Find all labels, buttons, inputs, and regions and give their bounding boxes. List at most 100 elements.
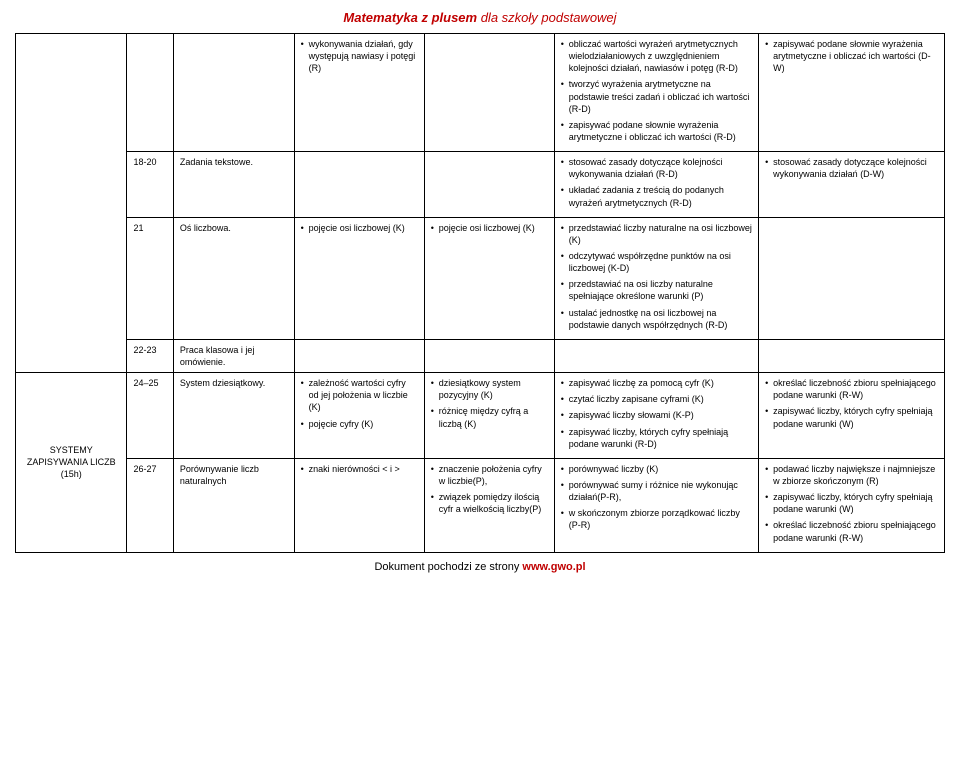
col-a-cell: znaki nierówności < i > (294, 458, 424, 552)
col-b-cell: pojęcie osi liczbowej (K) (424, 217, 554, 339)
lesson-number: 26-27 (127, 458, 173, 552)
item-list: zapisywać liczbę za pomocą cyfr (K) czyta… (561, 377, 752, 450)
lesson-number: 24–25 (127, 373, 173, 459)
section-cell (16, 34, 127, 373)
col-d-cell: zapisywać podane słownie wyrażenia arytm… (759, 34, 945, 152)
item-list: stosować zasady dotyczące kolejności wyk… (765, 156, 938, 180)
col-a-cell (294, 152, 424, 218)
table-row: 26-27Porównywanie liczb naturalnych znaki… (16, 458, 945, 552)
list-item: różnicę między cyfrą a liczbą (K) (431, 405, 548, 429)
table-row: SYSTEMY ZAPISYWANIA LICZB (15h)24–25Syst… (16, 373, 945, 459)
section-cell: SYSTEMY ZAPISYWANIA LICZB (15h) (16, 373, 127, 553)
list-item: określać liczebność zbioru spełniającego… (765, 519, 938, 543)
col-c-cell: stosować zasady dotyczące kolejności wyk… (554, 152, 758, 218)
list-item: wykonywania działań, gdy występują nawia… (301, 38, 418, 74)
list-item: pojęcie osi liczbowej (K) (301, 222, 418, 234)
topic-cell: Praca klasowa i jej omówienie. (173, 339, 294, 372)
col-c-cell: przedstawiać liczby naturalne na osi lic… (554, 217, 758, 339)
col-b-cell: dziesiątkowy system pozycyjny (K) różnicę… (424, 373, 554, 459)
list-item: dziesiątkowy system pozycyjny (K) (431, 377, 548, 401)
col-d-cell: określać liczebność zbioru spełniającego… (759, 373, 945, 459)
col-c-cell: zapisywać liczbę za pomocą cyfr (K) czyta… (554, 373, 758, 459)
list-item: zapisywać podane słownie wyrażenia arytm… (765, 38, 938, 74)
lesson-number: 22-23 (127, 339, 173, 372)
item-list: zależność wartości cyfry od jej położeni… (301, 377, 418, 430)
list-item: zapisywać liczbę za pomocą cyfr (K) (561, 377, 752, 389)
title-main: Matematyka z plusem (343, 10, 477, 25)
list-item: tworzyć wyrażenia arytmetyczne na podsta… (561, 78, 752, 114)
col-c-cell: obliczać wartości wyrażeń arytmetycznych… (554, 34, 758, 152)
item-list: porównywać liczby (K) porównywać sumy i r… (561, 463, 752, 532)
list-item: obliczać wartości wyrażeń arytmetycznych… (561, 38, 752, 74)
table-row: 18-20Zadania tekstowe. stosować zasady do… (16, 152, 945, 218)
item-list: wykonywania działań, gdy występują nawia… (301, 38, 418, 74)
col-a-cell: pojęcie osi liczbowej (K) (294, 217, 424, 339)
item-list: zapisywać podane słownie wyrażenia arytm… (765, 38, 938, 74)
list-item: stosować zasady dotyczące kolejności wyk… (561, 156, 752, 180)
list-item: porównywać sumy i różnice nie wykonując … (561, 479, 752, 503)
list-item: odczytywać współrzędne punktów na osi li… (561, 250, 752, 274)
item-list: stosować zasady dotyczące kolejności wyk… (561, 156, 752, 209)
topic-cell (173, 34, 294, 152)
list-item: pojęcie osi liczbowej (K) (431, 222, 548, 234)
list-item: ustalać jednostkę na osi liczbowej na po… (561, 307, 752, 331)
col-d-cell: podawać liczby największe i najmniejsze … (759, 458, 945, 552)
list-item: zapisywać podane słownie wyrażenia arytm… (561, 119, 752, 143)
item-list: znaki nierówności < i > (301, 463, 418, 475)
list-item: znaki nierówności < i > (301, 463, 418, 475)
topic-cell: Zadania tekstowe. (173, 152, 294, 218)
list-item: pojęcie cyfry (K) (301, 418, 418, 430)
list-item: układać zadania z treścią do podanych wy… (561, 184, 752, 208)
list-item: zapisywać liczby, których cyfry spełniaj… (561, 426, 752, 450)
list-item: czytać liczby zapisane cyframi (K) (561, 393, 752, 405)
col-a-cell: wykonywania działań, gdy występują nawia… (294, 34, 424, 152)
table-row: 22-23Praca klasowa i jej omówienie. (16, 339, 945, 372)
list-item: zapisywać liczby słowami (K-P) (561, 409, 752, 421)
col-a-cell (294, 339, 424, 372)
col-c-cell: porównywać liczby (K) porównywać sumy i r… (554, 458, 758, 552)
item-list: obliczać wartości wyrażeń arytmetycznych… (561, 38, 752, 143)
list-item: zapisywać liczby, których cyfry spełniaj… (765, 405, 938, 429)
col-a-cell: zależność wartości cyfry od jej położeni… (294, 373, 424, 459)
col-d-cell (759, 217, 945, 339)
lesson-number: 18-20 (127, 152, 173, 218)
table-row: 21Oś liczbowa. pojęcie osi liczbowej (K) p… (16, 217, 945, 339)
item-list: pojęcie osi liczbowej (K) (301, 222, 418, 234)
col-b-cell (424, 339, 554, 372)
list-item: podawać liczby największe i najmniejsze … (765, 463, 938, 487)
curriculum-table: wykonywania działań, gdy występują nawia… (15, 33, 945, 553)
topic-cell: System dziesiątkowy. (173, 373, 294, 459)
table-row: wykonywania działań, gdy występują nawia… (16, 34, 945, 152)
list-item: w skończonym zbiorze porządkować liczby … (561, 507, 752, 531)
list-item: zapisywać liczby, których cyfry spełniaj… (765, 491, 938, 515)
list-item: związek pomiędzy ilością cyfr a wielkośc… (431, 491, 548, 515)
footer-url: www.gwo.pl (522, 561, 585, 573)
page-header: Matematyka z plusem dla szkoły podstawow… (15, 10, 945, 25)
list-item: przedstawiać na osi liczby naturalne spe… (561, 278, 752, 302)
topic-cell: Porównywanie liczb naturalnych (173, 458, 294, 552)
footer-text: Dokument pochodzi ze strony (374, 561, 522, 573)
col-d-cell (759, 339, 945, 372)
list-item: porównywać liczby (K) (561, 463, 752, 475)
page-footer: Dokument pochodzi ze strony www.gwo.pl (15, 561, 945, 573)
lesson-number: 21 (127, 217, 173, 339)
lesson-number (127, 34, 173, 152)
col-b-cell (424, 34, 554, 152)
item-list: przedstawiać liczby naturalne na osi lic… (561, 222, 752, 331)
col-d-cell: stosować zasady dotyczące kolejności wyk… (759, 152, 945, 218)
list-item: zależność wartości cyfry od jej położeni… (301, 377, 418, 413)
col-b-cell: znaczenie położenia cyfry w liczbie(P), z… (424, 458, 554, 552)
item-list: podawać liczby największe i najmniejsze … (765, 463, 938, 544)
item-list: dziesiątkowy system pozycyjny (K) różnicę… (431, 377, 548, 430)
list-item: przedstawiać liczby naturalne na osi lic… (561, 222, 752, 246)
list-item: znaczenie położenia cyfry w liczbie(P), (431, 463, 548, 487)
col-c-cell (554, 339, 758, 372)
item-list: znaczenie położenia cyfry w liczbie(P), z… (431, 463, 548, 516)
item-list: określać liczebność zbioru spełniającego… (765, 377, 938, 430)
col-b-cell (424, 152, 554, 218)
list-item: stosować zasady dotyczące kolejności wyk… (765, 156, 938, 180)
topic-cell: Oś liczbowa. (173, 217, 294, 339)
list-item: określać liczebność zbioru spełniającego… (765, 377, 938, 401)
item-list: pojęcie osi liczbowej (K) (431, 222, 548, 234)
title-sub: dla szkoły podstawowej (477, 10, 616, 25)
